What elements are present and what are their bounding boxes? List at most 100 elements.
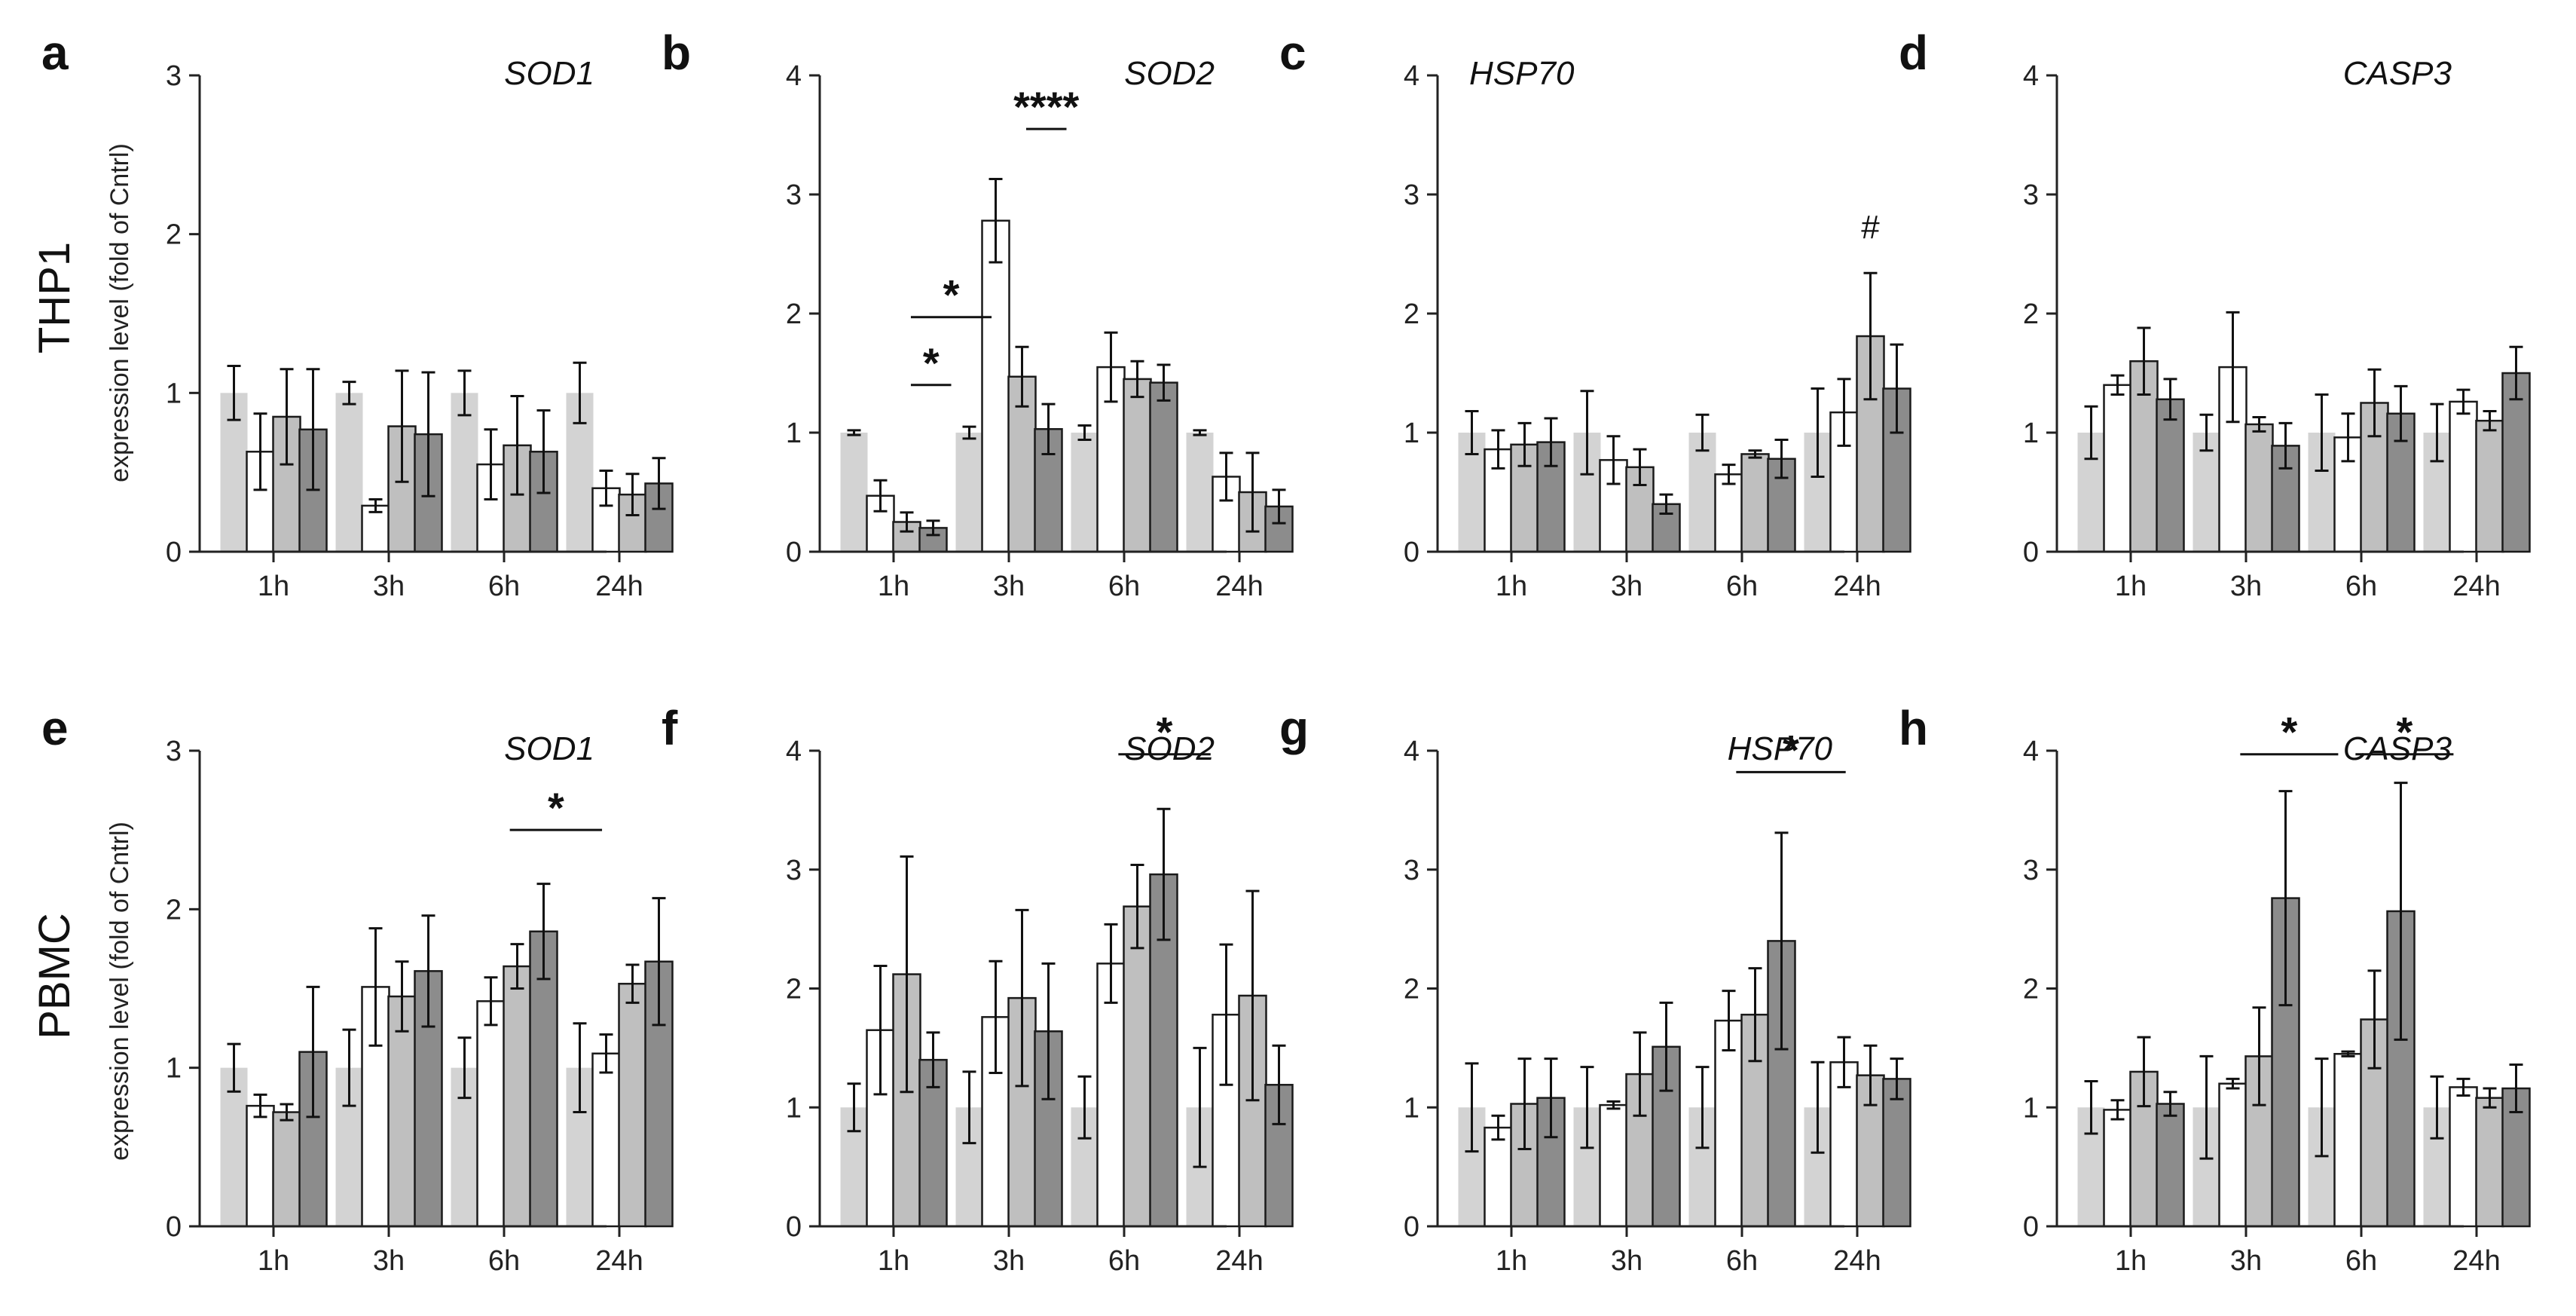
error-bar-c-treat3-24h: [1890, 343, 1904, 434]
error-bar-b-control-6h: [1077, 424, 1092, 441]
bar-d-treat1-1h: [2103, 384, 2132, 553]
bar-e-treat2-24h: [618, 982, 647, 1228]
annotation-g-0: *: [1783, 726, 1799, 773]
gene-label-b: SOD2: [1124, 55, 1215, 92]
error-bar-f-treat2-6h: [1130, 863, 1144, 950]
error-bar-g-treat2-3h: [1633, 1031, 1647, 1117]
error-bar-c-treat1-6h: [1722, 464, 1736, 485]
error-bar-c-treat2-6h: [1748, 449, 1762, 459]
x-tick-label-c-3h: 3h: [1611, 571, 1642, 602]
bar-d-treat1-24h: [2449, 400, 2478, 553]
error-bar-e-control-6h: [457, 1036, 472, 1100]
x-tick-label-d-3h: 3h: [2230, 571, 2262, 602]
bar-b-treat3-6h: [1149, 381, 1178, 553]
annotation-b-1: *: [943, 271, 960, 319]
panel-letter-e: e: [41, 701, 69, 755]
x-tick-label-b-3h: 3h: [993, 571, 1025, 602]
x-tick-label-c-1h: 1h: [1496, 571, 1527, 602]
bar-d-treat2-24h: [2475, 419, 2504, 553]
error-bar-g-treat2-24h: [1863, 1044, 1878, 1106]
error-bar-d-control-24h: [2430, 402, 2444, 463]
x-tick-label-e-1h: 1h: [258, 1245, 289, 1277]
error-bar-f-treat3-1h: [926, 1031, 940, 1088]
error-bar-g-treat2-6h: [1748, 967, 1762, 1063]
error-bar-h-treat2-1h: [2137, 1036, 2151, 1108]
error-bar-h-treat3-24h: [2509, 1063, 2523, 1114]
error-bar-b-treat3-3h: [1041, 402, 1056, 455]
x-tick-label-f-24h: 24h: [1215, 1245, 1263, 1277]
error-bar-f-treat2-3h: [1015, 908, 1029, 1088]
bar-a-treat3-24h: [644, 482, 674, 553]
panel-letter-f: f: [662, 701, 678, 755]
row-label-pbmc: PBMC: [30, 913, 79, 1039]
error-bar-c-control-1h: [1465, 410, 1479, 455]
annotation-b-0: *: [923, 339, 940, 387]
bar-c-control-6h: [1688, 433, 1716, 552]
panel-letter-c: c: [1279, 26, 1306, 80]
error-bar-g-control-24h: [1811, 1060, 1825, 1154]
y-tick-label-e-1: 1: [166, 1053, 182, 1085]
error-bar-b-treat1-1h: [873, 479, 888, 513]
bar-g-treat1-24h: [1829, 1061, 1859, 1228]
y-tick-label-c-2: 2: [1404, 298, 1419, 330]
error-bar-d-control-3h: [2199, 413, 2214, 452]
x-tick-label-d-24h: 24h: [2452, 571, 2500, 602]
error-bar-b-treat2-24h: [1245, 451, 1260, 533]
error-bar-c-treat3-3h: [1659, 493, 1673, 515]
error-bar-b-control-3h: [962, 425, 976, 440]
y-axis-label-top: expression level (fold of Cntrl): [105, 143, 134, 482]
bar-g-treat2-24h: [1856, 1074, 1885, 1228]
error-bar-a-treat3-6h: [536, 409, 551, 494]
bar-h-treat1-3h: [2218, 1082, 2248, 1228]
error-bar-d-treat2-3h: [2252, 415, 2266, 433]
gene-label-g: HSP70: [1728, 730, 1833, 767]
gene-label-e: SOD1: [504, 730, 594, 767]
bar-b-control-24h: [1186, 433, 1214, 552]
error-bar-a-treat2-24h: [625, 473, 640, 517]
error-bar-c-treat1-3h: [1606, 435, 1621, 485]
bar-e-treat2-1h: [272, 1111, 301, 1228]
y-tick-label-f-2: 2: [786, 974, 802, 1005]
y-tick-label-d-1: 1: [2023, 418, 2039, 449]
error-bar-h-control-6h: [2315, 1057, 2329, 1158]
error-bar-d-treat1-3h: [2226, 311, 2240, 424]
bar-c-treat1-6h: [1714, 473, 1743, 553]
x-tick-label-d-6h: 6h: [2345, 571, 2377, 602]
x-tick-label-a-24h: 24h: [595, 571, 643, 602]
y-tick-label-e-2: 2: [166, 894, 182, 926]
y-tick-label-h-4: 4: [2023, 736, 2039, 767]
error-bar-g-treat1-3h: [1606, 1100, 1621, 1110]
error-bar-f-control-3h: [962, 1070, 976, 1145]
bar-b-control-6h: [1071, 433, 1099, 552]
x-tick-label-d-1h: 1h: [2115, 571, 2147, 602]
annotation-h-1: *: [2396, 708, 2413, 756]
panel-letter-g: g: [1279, 701, 1309, 755]
error-bar-c-treat2-3h: [1633, 448, 1647, 487]
x-tick-label-h-6h: 6h: [2345, 1245, 2377, 1277]
error-bar-d-treat2-1h: [2137, 326, 2151, 396]
bar-g-treat1-1h: [1484, 1126, 1513, 1228]
annotation-e-0: *: [548, 784, 564, 831]
error-bar-f-treat3-6h: [1157, 807, 1171, 941]
x-tick-label-f-1h: 1h: [878, 1245, 909, 1277]
bar-b-control-3h: [955, 433, 983, 552]
error-bar-c-treat3-1h: [1544, 417, 1558, 467]
y-tick-label-f-3: 3: [786, 855, 802, 886]
error-bar-f-treat1-3h: [989, 959, 1003, 1075]
y-tick-label-g-4: 4: [1404, 736, 1419, 767]
bar-c-treat2-6h: [1740, 453, 1770, 553]
error-bar-b-treat2-1h: [900, 511, 914, 533]
error-bar-f-control-24h: [1193, 1046, 1207, 1168]
bar-a-treat2-24h: [618, 493, 647, 553]
error-bar-c-control-6h: [1695, 413, 1710, 452]
error-bar-d-treat3-1h: [2163, 378, 2177, 421]
y-tick-label-d-3: 3: [2023, 179, 2039, 211]
error-bar-d-treat1-6h: [2341, 412, 2355, 463]
bar-g-treat1-6h: [1714, 1019, 1743, 1228]
error-bar-h-control-1h: [2084, 1080, 2098, 1135]
y-tick-label-b-2: 2: [786, 298, 802, 330]
error-bar-g-treat2-1h: [1517, 1057, 1532, 1150]
error-bar-b-control-1h: [847, 429, 861, 436]
x-tick-label-e-24h: 24h: [595, 1245, 643, 1277]
